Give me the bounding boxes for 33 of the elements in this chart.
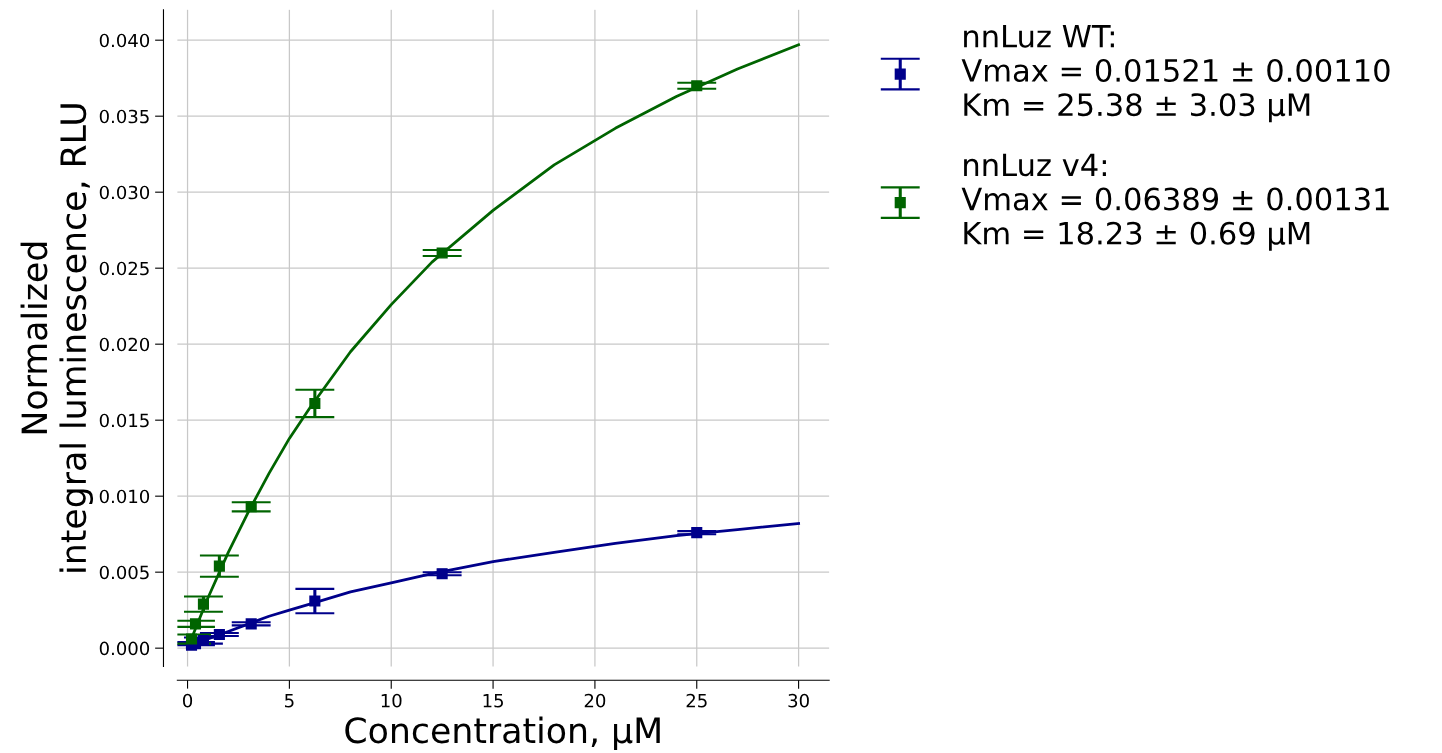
x-tick-label: 15	[483, 694, 503, 708]
y-tick-label: 0.030	[99, 185, 150, 200]
point	[245, 501, 257, 513]
x-tick-label: 5	[285, 694, 294, 708]
point	[185, 633, 198, 645]
x-tick-label: 0	[183, 693, 193, 708]
x-tick-label: 10	[381, 693, 402, 708]
y-axis-title: Normalized integral luminescence, RLU	[20, 104, 94, 572]
point	[309, 397, 321, 410]
y-tick-label: 0.020	[99, 337, 150, 352]
point	[309, 595, 321, 607]
point	[189, 618, 202, 630]
x-axis-title: Concentration, µM	[345, 716, 660, 751]
point	[436, 247, 448, 259]
point	[213, 560, 225, 572]
point	[691, 80, 703, 92]
y-tick-label: 0.025	[99, 261, 149, 276]
point	[197, 598, 209, 610]
point	[213, 628, 225, 641]
point	[245, 618, 257, 630]
point	[691, 527, 703, 539]
y-tick-label: 0.035	[99, 109, 149, 124]
y-tick-label: 0.005	[99, 565, 149, 580]
y-tick-label: 0.000	[99, 641, 150, 656]
x-tick-label: 30	[788, 693, 809, 708]
legend-label: nnLuz WT: Vmax = 0.01521 ± 0.00110 Km = 25.38 ± 3.03 µM	[961, 25, 1390, 123]
x-tick-label: 25	[686, 693, 707, 708]
y-tick-label: 0.015	[99, 413, 149, 428]
x-tick-label: 20	[584, 693, 606, 708]
y-tick-label: 0.010	[99, 489, 150, 504]
y-tick-label: 0.040	[99, 33, 150, 48]
legend-label: nnLuz v4: Vmax = 0.06389 ± 0.00131 Km = 18.23 ± 0.69 µM	[961, 153, 1389, 251]
point	[436, 568, 448, 580]
